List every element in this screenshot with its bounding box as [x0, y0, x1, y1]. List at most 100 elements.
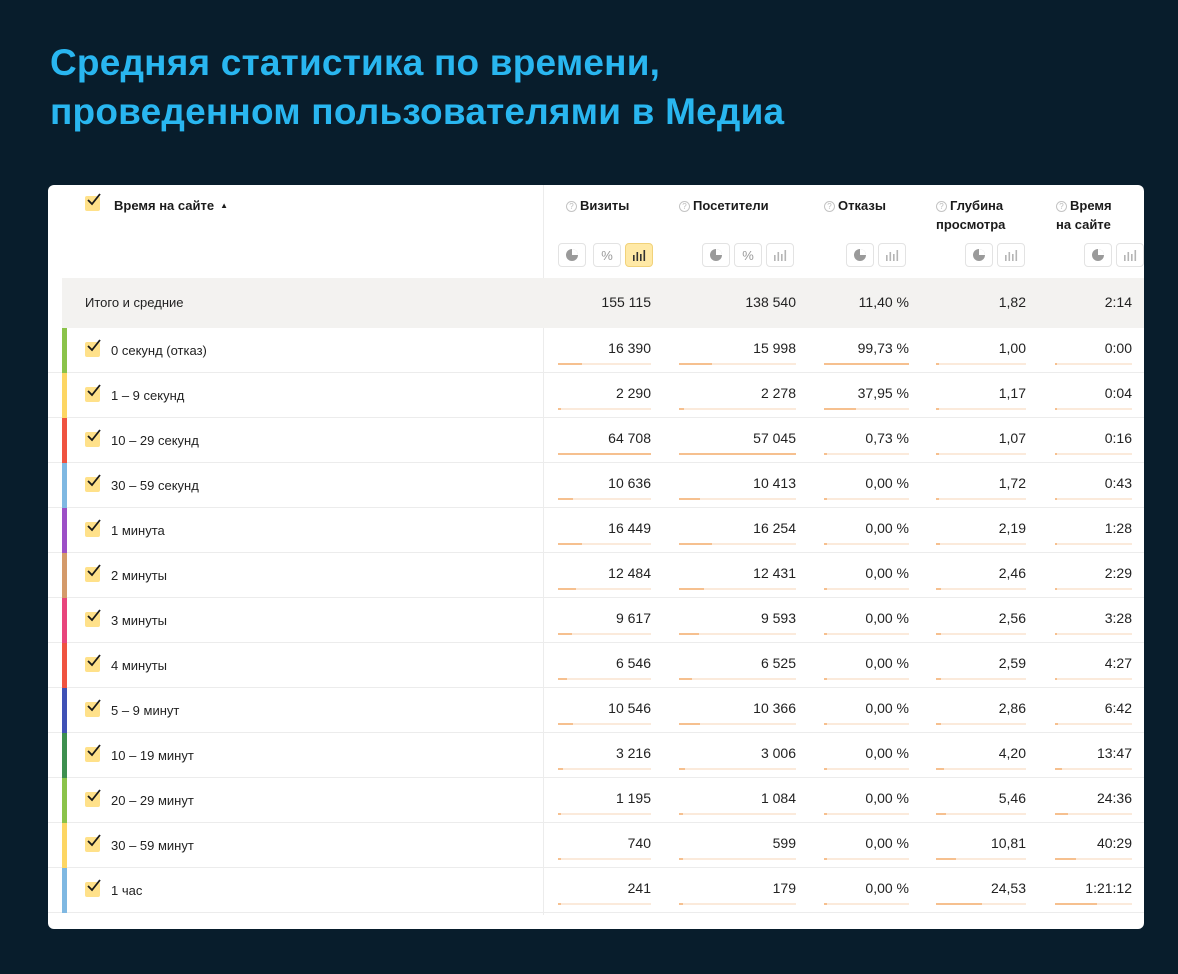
cell-visits-bar-track	[558, 723, 651, 725]
table-row[interactable]: 1 час 241 179 0,00 % 24,53 1:21:12	[48, 868, 1144, 913]
cell-time-bar-track	[1055, 363, 1132, 365]
help-icon[interactable]: ?	[566, 201, 577, 212]
row-checkbox[interactable]	[85, 384, 101, 402]
table-row[interactable]: 3 минуты 9 617 9 593 0,00 % 2,56 3:28	[48, 598, 1144, 643]
help-icon[interactable]: ?	[679, 201, 690, 212]
pie-chart-view-button[interactable]	[702, 243, 730, 267]
bar-chart-view-button[interactable]	[625, 243, 653, 267]
pie-chart-view-button[interactable]	[965, 243, 993, 267]
table-row[interactable]: 2 минуты 12 484 12 431 0,00 % 2,46 2:29	[48, 553, 1144, 598]
cell-depth-bar-track	[936, 408, 1026, 410]
pie-chart-view-button[interactable]	[1084, 243, 1112, 267]
bar-chart-view-button[interactable]	[1116, 243, 1144, 267]
cell-depth-bar-track	[936, 498, 1026, 500]
table-row[interactable]: 10 – 19 минут 3 216 3 006 0,00 % 4,20 13:47	[48, 733, 1144, 778]
column-header-depth[interactable]: ? Глубина просмотра	[936, 196, 1005, 234]
select-all-checkbox[interactable]	[85, 193, 101, 211]
cell-time: 4:27	[1104, 655, 1132, 671]
cell-visitors-bar-track	[679, 543, 796, 545]
bar-chart-view-button[interactable]	[878, 243, 906, 267]
column-header-visits[interactable]: ? Визиты	[566, 196, 629, 215]
cell-bounces-bar	[824, 858, 827, 860]
cell-visits: 3 216	[615, 745, 651, 761]
column-header-bounces[interactable]: ? Отказы	[824, 196, 886, 215]
column-header-bounces-label: Отказы	[838, 198, 886, 213]
row-checkbox[interactable]	[85, 339, 101, 357]
cell-bounces-bar	[824, 903, 827, 905]
bar-chart-view-button[interactable]	[997, 243, 1025, 267]
help-icon[interactable]: ?	[936, 201, 947, 212]
cell-visits: 10 546	[608, 700, 651, 716]
cell-visits-bar-track	[558, 678, 651, 680]
cell-visits-bar-track	[558, 543, 651, 545]
table-row[interactable]: 20 – 29 минут 1 195 1 084 0,00 % 5,46 24:36	[48, 778, 1144, 823]
dimension-header[interactable]: Время на сайте ▲	[114, 196, 228, 215]
cell-bounces-bar	[824, 768, 827, 770]
table-row[interactable]: 0 секунд (отказ) 16 390 15 998 99,73 % 1,00 0…	[48, 328, 1144, 373]
series-color-marker	[62, 643, 67, 688]
percent-view-button[interactable]: %	[593, 243, 621, 267]
row-checkbox[interactable]	[85, 429, 101, 447]
row-checkbox[interactable]	[85, 879, 101, 897]
cell-visitors-bar-track	[679, 903, 796, 905]
percent-view-button[interactable]: %	[734, 243, 762, 267]
row-checkbox[interactable]	[85, 519, 101, 537]
column-header-time[interactable]: ? Время на сайте	[1056, 196, 1112, 234]
totals-bounces: 11,40 %	[858, 294, 909, 310]
cell-bounces-bar-track	[824, 723, 909, 725]
cell-time: 1:21:12	[1085, 880, 1132, 896]
cell-visits-bar	[558, 363, 582, 365]
percent-icon: %	[601, 247, 613, 263]
help-icon[interactable]: ?	[824, 201, 835, 212]
cell-bounces-bar	[824, 363, 909, 365]
table-row[interactable]: 10 – 29 секунд 64 708 57 045 0,73 % 1,07 0:16	[48, 418, 1144, 463]
row-checkbox[interactable]	[85, 834, 101, 852]
cell-visitors-bar	[679, 723, 700, 725]
row-checkbox[interactable]	[85, 744, 101, 762]
table-row[interactable]: 4 минуты 6 546 6 525 0,00 % 2,59 4:27	[48, 643, 1144, 688]
page-title-line-1: Средняя статистика по времени,	[50, 42, 661, 83]
series-color-marker	[62, 508, 67, 553]
row-checkbox[interactable]	[85, 474, 101, 492]
table-row[interactable]: 1 минута 16 449 16 254 0,00 % 2,19 1:28	[48, 508, 1144, 553]
cell-depth: 2,86	[998, 700, 1026, 716]
cell-time-bar	[1055, 363, 1057, 365]
cell-bounces-bar-track	[824, 633, 909, 635]
series-color-marker	[62, 373, 67, 418]
page-title-line-2: проведенном пользователями в Медиа	[50, 91, 785, 132]
checkmark-icon	[87, 564, 101, 577]
pie-chart-view-button[interactable]	[846, 243, 874, 267]
help-icon[interactable]: ?	[1056, 201, 1067, 212]
table-row[interactable]: 30 – 59 минут 740 599 0,00 % 10,81 40:29	[48, 823, 1144, 868]
cell-visitors: 12 431	[753, 565, 796, 581]
page-title: Средняя статистика по времени, проведенн…	[50, 38, 784, 136]
cell-depth: 1,07	[998, 430, 1026, 446]
row-checkbox[interactable]	[85, 789, 101, 807]
cell-bounces: 0,00 %	[865, 700, 909, 716]
series-color-marker	[62, 418, 67, 463]
row-checkbox[interactable]	[85, 699, 101, 717]
cell-time-bar	[1055, 408, 1057, 410]
table-row[interactable]: 5 – 9 минут 10 546 10 366 0,00 % 2,86 6:42	[48, 688, 1144, 733]
row-checkbox[interactable]	[85, 654, 101, 672]
cell-visits-bar	[558, 453, 651, 455]
cell-time-bar-track	[1055, 588, 1132, 590]
cell-time-bar	[1055, 768, 1062, 770]
cell-time: 0:16	[1104, 430, 1132, 446]
cell-bounces-bar-track	[824, 543, 909, 545]
pie-chart-view-button[interactable]	[558, 243, 586, 267]
series-color-marker	[62, 868, 67, 913]
column-header-visitors[interactable]: ? Посетители	[679, 196, 769, 215]
row-checkbox[interactable]	[85, 564, 101, 582]
cell-visitors: 179	[772, 880, 796, 896]
row-checkbox[interactable]	[85, 609, 101, 627]
sort-asc-icon[interactable]: ▲	[220, 201, 229, 210]
bar-chart-view-button[interactable]	[766, 243, 794, 267]
table-row[interactable]: 1 – 9 секунд 2 290 2 278 37,95 % 1,17 0:04	[48, 373, 1144, 418]
cell-visits-bar-track	[558, 858, 651, 860]
checkmark-icon	[87, 834, 101, 847]
table-row[interactable]: 30 – 59 секунд 10 636 10 413 0,00 % 1,72 0:43	[48, 463, 1144, 508]
cell-depth: 1,72	[998, 475, 1026, 491]
cell-bounces-bar	[824, 408, 856, 410]
cell-visits-bar-track	[558, 588, 651, 590]
